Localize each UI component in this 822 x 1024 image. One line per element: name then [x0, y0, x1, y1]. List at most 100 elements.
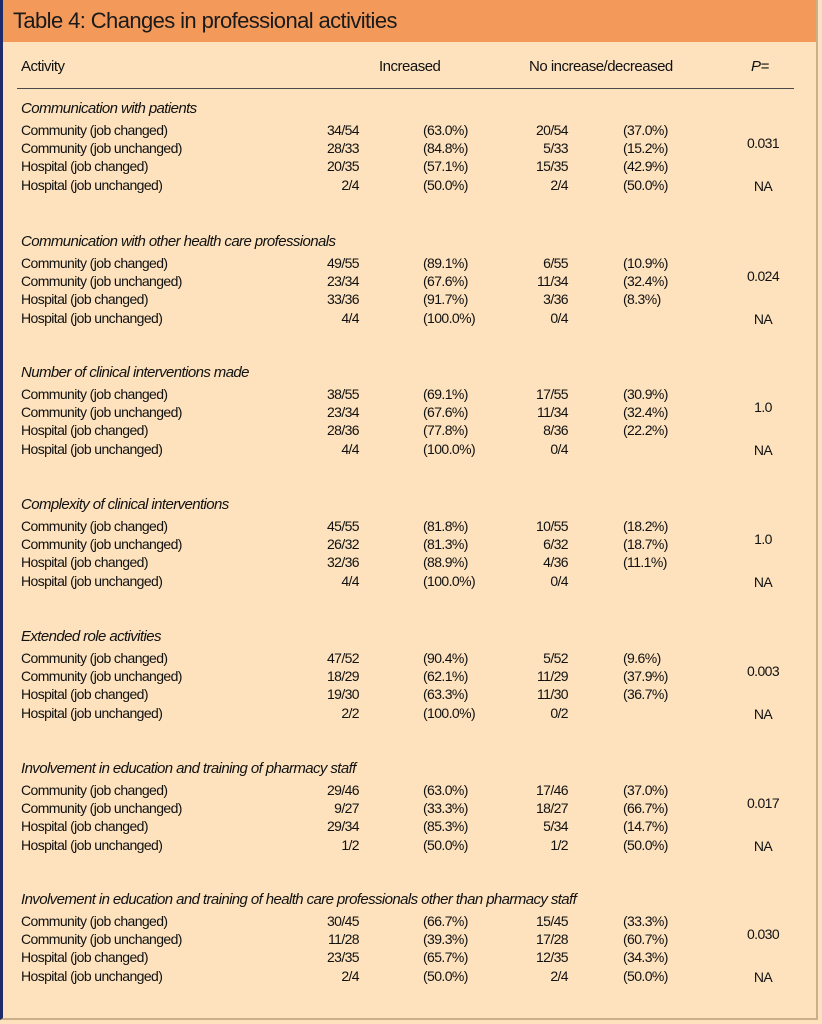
- row-label: Community (job changed): [21, 782, 168, 798]
- no-increase-percent: (10.9%): [623, 255, 668, 271]
- section-title: Involvement in education and training of…: [21, 760, 356, 777]
- table-section: Communication with patients Community (jo…: [3, 100, 816, 210]
- no-increase-percent: (50.0%): [623, 837, 668, 853]
- p-value-hospital: NA: [753, 706, 773, 722]
- increased-count: 29/34: [326, 818, 360, 834]
- table-row: Hospital (job changed) 28/36 (77.8%) 8/36 (2…: [3, 422, 816, 442]
- increased-percent: (100.0%): [423, 705, 476, 721]
- no-increase-percent: (42.9%): [623, 158, 668, 174]
- header-p: P=: [751, 58, 769, 75]
- p-value-community: 0.031: [746, 135, 780, 151]
- increased-percent: (67.6%): [423, 273, 468, 289]
- row-label: Hospital (job changed): [21, 554, 148, 570]
- increased-percent: (57.1%): [423, 158, 468, 174]
- table-row: Community (job unchanged) 9/27 (33.3%) 18/2…: [3, 800, 816, 820]
- no-increase-percent: (15.2%): [623, 140, 668, 156]
- no-increase-percent: (37.0%): [623, 122, 668, 138]
- section-title: Number of clinical interventions made: [21, 364, 250, 381]
- row-label: Hospital (job changed): [21, 291, 148, 307]
- table-row: Hospital (job changed) 33/36 (91.7%) 3/36 (8…: [3, 291, 816, 311]
- table-row: Hospital (job changed) 23/35 (65.7%) 12/35 (…: [3, 949, 816, 969]
- row-label: Hospital (job changed): [21, 158, 148, 174]
- no-increase-count: 8/36: [543, 422, 568, 438]
- increased-percent: (81.8%): [423, 518, 468, 534]
- table-row: Community (job unchanged) 26/32 (81.3%) 6/3…: [3, 536, 816, 556]
- no-increase-count: 11/34: [537, 273, 569, 289]
- increased-count: 20/35: [326, 158, 360, 174]
- increased-count: 34/54: [326, 122, 360, 138]
- no-increase-count: 18/27: [535, 800, 569, 816]
- increased-percent: (62.1%): [423, 668, 468, 684]
- increased-count: 23/34: [326, 273, 360, 289]
- no-increase-percent: (22.2%): [623, 422, 668, 438]
- no-increase-count: 11/34: [537, 404, 569, 420]
- no-increase-percent: (14.7%): [623, 818, 668, 834]
- no-increase-count: 15/45: [535, 913, 569, 929]
- no-increase-percent: (50.0%): [623, 968, 668, 984]
- increased-count: 2/4: [341, 177, 359, 193]
- row-label: Hospital (job unchanged): [21, 573, 163, 589]
- p-value-hospital: NA: [753, 838, 773, 854]
- no-increase-percent: (66.7%): [623, 800, 668, 816]
- row-label: Hospital (job unchanged): [21, 310, 163, 326]
- increased-percent: (65.7%): [423, 949, 468, 965]
- no-increase-count: 4/36: [543, 554, 568, 570]
- p-value-community: 1.0: [754, 531, 772, 547]
- increased-count: 18/29: [326, 668, 360, 684]
- no-increase-count: 5/33: [543, 140, 568, 156]
- table-row: Community (job changed) 49/55 (89.1%) 6/55 (…: [3, 255, 816, 275]
- no-increase-count: 17/28: [535, 931, 569, 947]
- row-label: Hospital (job unchanged): [21, 177, 163, 193]
- increased-percent: (77.8%): [423, 422, 468, 438]
- increased-percent: (67.6%): [423, 404, 468, 420]
- table-header: Activity Increased No increase/decreased…: [3, 48, 816, 84]
- increased-percent: (33.3%): [423, 800, 468, 816]
- row-label: Community (job changed): [21, 913, 168, 929]
- row-label: Community (job unchanged): [21, 668, 182, 684]
- no-increase-percent: (32.4%): [623, 404, 668, 420]
- table-section: Extended role activities Community (job c…: [3, 628, 816, 738]
- p-value-hospital: NA: [753, 969, 773, 985]
- table-row: Community (job changed) 47/52 (90.4%) 5/52 (…: [3, 650, 816, 670]
- no-increase-count: 5/52: [543, 650, 568, 666]
- no-increase-percent: (60.7%): [623, 931, 668, 947]
- no-increase-count: 0/4: [550, 441, 568, 457]
- table-row: Community (job unchanged) 28/33 (84.8%) 5/3…: [3, 140, 816, 160]
- increased-count: 1/2: [341, 837, 359, 853]
- row-label: Community (job unchanged): [21, 273, 182, 289]
- table-row: Hospital (job changed) 19/30 (63.3%) 11/30 (…: [3, 686, 816, 706]
- increased-percent: (39.3%): [423, 931, 468, 947]
- p-value-community: 0.003: [746, 663, 780, 679]
- increased-count: 4/4: [341, 441, 359, 457]
- no-increase-count: 1/2: [550, 837, 568, 853]
- no-increase-percent: (37.9%): [623, 668, 668, 684]
- increased-count: 9/27: [334, 800, 359, 816]
- no-increase-count: 3/36: [543, 291, 568, 307]
- row-label: Community (job unchanged): [21, 404, 182, 420]
- increased-percent: (100.0%): [423, 441, 476, 457]
- increased-count: 11/28: [328, 931, 360, 947]
- header-rule: [17, 88, 794, 89]
- table-title: Table 4: Changes in professional activit…: [3, 0, 816, 42]
- increased-count: 19/30: [326, 686, 360, 702]
- increased-percent: (69.1%): [423, 386, 468, 402]
- increased-count: 32/36: [326, 554, 360, 570]
- no-increase-count: 2/4: [550, 968, 568, 984]
- row-label: Community (job changed): [21, 386, 168, 402]
- no-increase-count: 6/55: [543, 255, 568, 271]
- row-label: Community (job changed): [21, 122, 168, 138]
- no-increase-percent: (37.0%): [623, 782, 668, 798]
- no-increase-count: 10/55: [535, 518, 569, 534]
- no-increase-percent: (18.2%): [623, 518, 668, 534]
- table-row: Hospital (job changed) 29/34 (85.3%) 5/34 (1…: [3, 818, 816, 838]
- no-increase-count: 11/30: [537, 686, 569, 702]
- p-value-hospital: NA: [753, 178, 773, 194]
- table-section: Involvement in education and training of…: [3, 891, 816, 1001]
- table-row: Hospital (job unchanged) 2/4 (50.0%) 2/4 (50…: [3, 968, 816, 988]
- row-label: Community (job unchanged): [21, 536, 182, 552]
- row-label: Community (job changed): [21, 255, 168, 271]
- p-value-hospital: NA: [753, 574, 773, 590]
- increased-percent: (50.0%): [423, 968, 468, 984]
- table-row: Hospital (job changed) 20/35 (57.1%) 15/35 (…: [3, 158, 816, 178]
- section-title: Extended role activities: [21, 628, 161, 645]
